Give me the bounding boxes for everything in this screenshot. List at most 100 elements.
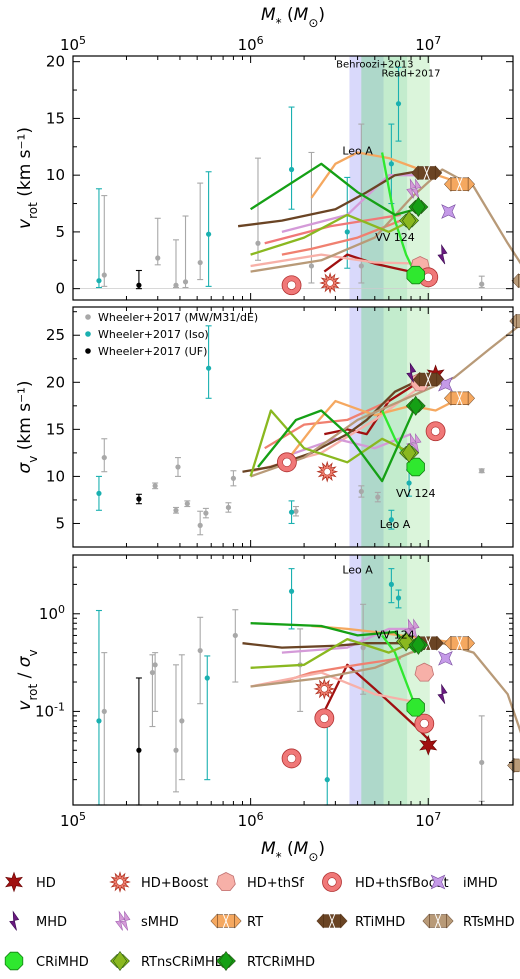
marker-crimhd bbox=[406, 265, 425, 285]
legend-entry-hd-boost: HD+Boost bbox=[109, 871, 208, 893]
legend-marker-rtcrimhd bbox=[216, 950, 236, 972]
legend-entry-hd: HD bbox=[5, 871, 56, 893]
marker-imhd bbox=[438, 650, 453, 666]
annotation-leo-a: Leo A bbox=[380, 518, 411, 531]
marker-imhd bbox=[441, 204, 456, 219]
y-tick-label: 20 bbox=[46, 53, 65, 71]
obs-legend-entry: Wheeler+2017 (MW/M31/dE) bbox=[85, 311, 258, 324]
legend-entry-imhd: iMHD bbox=[430, 874, 498, 891]
svg-text:Wheeler+2017 (UF): Wheeler+2017 (UF) bbox=[98, 345, 207, 358]
observation-point bbox=[172, 506, 179, 514]
marker-rtcrimhd bbox=[405, 395, 426, 416]
legend-entry-crimhd: CRiMHD bbox=[4, 951, 89, 971]
observation-point bbox=[152, 652, 159, 712]
marker-hd-boost bbox=[319, 272, 341, 294]
observation-point bbox=[204, 655, 211, 781]
run-line-rtsmhd bbox=[250, 168, 520, 273]
marker-rtnscrimhd bbox=[399, 442, 420, 463]
marker-rtimhd bbox=[411, 165, 443, 181]
run-line-rtnscrimhd bbox=[250, 213, 412, 256]
marker-rtnscrimhd bbox=[396, 631, 416, 652]
observation-point bbox=[478, 468, 485, 474]
observation-point bbox=[254, 157, 261, 261]
observation-point bbox=[374, 491, 381, 503]
svg-text:Wheeler+2017 (Iso): Wheeler+2017 (Iso) bbox=[98, 328, 209, 341]
observation-point bbox=[135, 269, 142, 290]
annotation-vv-124: VV 124 bbox=[375, 231, 415, 244]
y-tick-label: 15 bbox=[46, 109, 65, 127]
marker-crimhd bbox=[406, 457, 425, 477]
marker-hd-thsfboost bbox=[425, 421, 446, 442]
model-legend: HD HD+Boost HD+thSf HD+thSfBoost iMHD MHD sMHD… bbox=[4, 871, 515, 972]
run-line-rtimhd bbox=[237, 168, 429, 228]
observation-point bbox=[178, 654, 185, 781]
observation-point bbox=[184, 500, 191, 508]
observation-point bbox=[197, 182, 204, 281]
observation-point bbox=[288, 106, 295, 210]
marker-rtcrimhd bbox=[408, 196, 429, 217]
marker-rt bbox=[443, 635, 476, 651]
marker-hd-boost bbox=[316, 460, 339, 483]
legend-entry-mhd: MHD bbox=[9, 910, 67, 931]
observation-point bbox=[288, 568, 295, 630]
observation-point bbox=[478, 275, 485, 289]
legend-entry-hd-thsf: HD+thSf bbox=[216, 872, 304, 891]
legend-label: HD+Boost bbox=[141, 876, 208, 891]
legend-marker-hd bbox=[5, 871, 23, 893]
legend-label: RT bbox=[247, 915, 263, 930]
y-tick-label: 5 bbox=[55, 514, 65, 532]
marker-hd-thsfboost bbox=[281, 748, 302, 769]
observation-point bbox=[135, 677, 142, 806]
run-line-smhd bbox=[281, 174, 416, 234]
y-tick-label: 25 bbox=[46, 326, 65, 344]
observation-point bbox=[292, 505, 299, 517]
observation-point bbox=[172, 239, 179, 289]
y-tick-label: 0 bbox=[55, 280, 65, 298]
run-line-rtsmhd bbox=[250, 323, 520, 478]
observation-point bbox=[101, 195, 108, 287]
y-tick-label: 15 bbox=[46, 420, 65, 438]
observation-point bbox=[395, 66, 402, 142]
marker-hd-thsf bbox=[414, 662, 435, 682]
legend-marker-smhd bbox=[115, 910, 131, 931]
observation-point bbox=[197, 510, 204, 536]
band-overlap bbox=[361, 307, 408, 547]
legend-marker-rtnscrimhd bbox=[110, 950, 130, 972]
legend-label: HD+thSfBoost bbox=[355, 876, 449, 891]
observation-point bbox=[202, 507, 209, 519]
obs-legend-entry: Wheeler+2017 (UF) bbox=[85, 345, 207, 358]
y-tick-label: 10 bbox=[46, 467, 65, 485]
panel-frame bbox=[72, 55, 514, 301]
legend-marker-rtsmhd bbox=[422, 913, 454, 929]
legend-label: MHD bbox=[36, 915, 67, 930]
observation-point bbox=[182, 215, 189, 289]
legend-label: CRiMHD bbox=[36, 955, 89, 970]
observation-point bbox=[297, 628, 304, 712]
observation-point bbox=[152, 482, 159, 490]
y-axis-label: σv (km s⁻¹) bbox=[15, 380, 40, 473]
marker-rt bbox=[443, 176, 476, 193]
marker-rtimhd bbox=[412, 371, 444, 388]
marker-hd-thsfboost bbox=[281, 275, 302, 296]
run-line-hd-thsf bbox=[250, 253, 425, 268]
observation-point bbox=[232, 609, 239, 683]
top-x-axis-label: M* (M⊙) bbox=[261, 5, 325, 30]
annotation-leo-a: Leo A bbox=[342, 563, 373, 576]
marker-mhd bbox=[437, 683, 448, 704]
marker-mhd bbox=[406, 362, 417, 383]
panel-frame bbox=[72, 554, 514, 806]
y-tick-label: 100 bbox=[39, 602, 65, 623]
marker-hd-thsfboost bbox=[276, 452, 297, 473]
run-line-crimhd bbox=[380, 152, 417, 276]
panel-frame bbox=[72, 306, 514, 548]
legend-label: HD bbox=[36, 876, 56, 891]
observation-point bbox=[95, 188, 102, 289]
svg-text:Wheeler+2017 (MW/M31/dE): Wheeler+2017 (MW/M31/dE) bbox=[98, 311, 258, 324]
marker-crimhd bbox=[406, 698, 425, 717]
marker-rtnscrimhd bbox=[399, 210, 420, 231]
observation-point bbox=[174, 457, 181, 477]
observation-point bbox=[288, 500, 295, 525]
